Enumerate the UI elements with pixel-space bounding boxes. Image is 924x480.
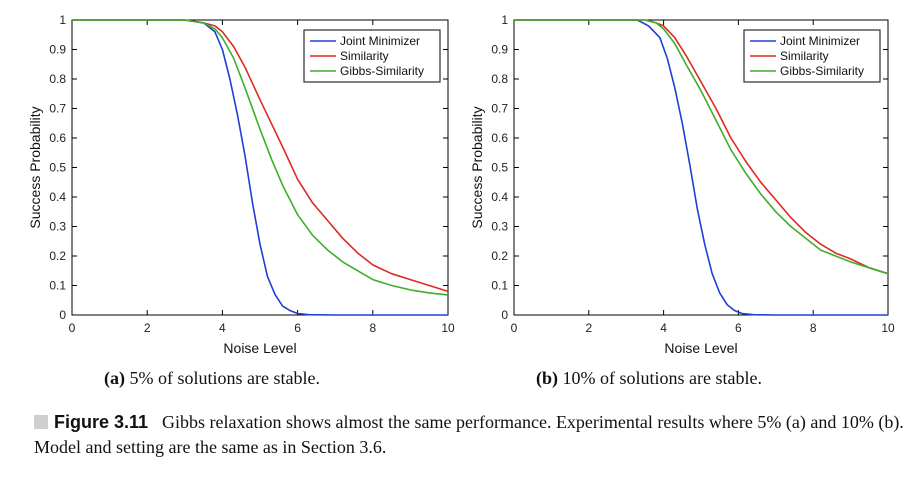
y-tick-label: 0.7 [49,102,66,116]
legend-label-joint-minimizer: Joint Minimizer [780,34,860,48]
series-line-joint-minimizer [72,19,448,316]
legend-label-similarity: Similarity [340,49,389,63]
figure-caption: Figure 3.11 Gibbs relaxation shows almost… [34,410,914,460]
subcaption-b-tag: (b) [536,368,558,388]
legend-label-joint-minimizer: Joint Minimizer [340,34,420,48]
y-tick-label: 0.3 [491,220,508,234]
caption-marker [34,415,48,429]
subcaption-a: (a) 5% of solutions are stable. [104,368,320,389]
y-tick-label: 0.6 [49,131,66,145]
caption-text: Gibbs relaxation shows almost the same p… [34,412,904,457]
y-tick-label: 0.1 [49,279,66,293]
series-line-similarity [72,19,449,293]
chart-panel-b: 0 2 4 6 8 10 0 0.1 0.2 0.3 0.4 0.5 0.6 0.7 0.8 0.9 1 Nois… [469,13,895,356]
x-tick-label: 0 [69,321,76,335]
y-tick-label: 0.4 [491,190,508,204]
x-tick-label: 6 [735,321,742,335]
y-tick-label: 0.4 [49,190,66,204]
subcaption-b: (b) 10% of solutions are stable. [536,368,762,389]
subcaption-a-text: 5% of solutions are stable. [129,368,320,388]
series-line-similarity [514,19,889,275]
legend-label-gibbs-similarity: Gibbs-Similarity [340,64,424,78]
y-tick-label: 0.5 [491,161,508,175]
x-tick-label: 4 [660,321,667,335]
chart-panel-a: 0 2 4 6 8 10 0 0.1 0.2 0.3 0.4 0.5 0.6 0.7 0.8 0.9 1 Nois… [27,13,455,356]
x-tick-label: 8 [810,321,817,335]
y-tick-label: 0.7 [491,102,508,116]
x-tick-label: 10 [881,321,895,335]
y-tick-label: 0.6 [491,131,508,145]
x-axis-label: Noise Level [223,340,296,356]
y-tick-label: 1 [501,13,508,27]
y-tick-label: 0 [59,308,66,322]
series-line-gibbs-similarity [514,19,889,275]
series-line-gibbs-similarity [72,19,449,296]
x-tick-label: 0 [511,321,518,335]
subcaption-b-text: 10% of solutions are stable. [562,368,762,388]
y-axis-label: Success Probability [469,106,485,228]
y-tick-label: 1 [59,13,66,27]
y-tick-label: 0.2 [491,249,508,263]
x-tick-label: 2 [585,321,592,335]
x-tick-label: 4 [219,321,226,335]
y-axis-label: Success Probability [27,106,43,228]
x-tick-label: 6 [294,321,301,335]
x-tick-label: 2 [144,321,151,335]
y-tick-label: 0.8 [49,72,66,86]
figure-charts: 0 2 4 6 8 1000.10.20.30.40.50.60.70.80.91Nois… [27,13,895,356]
y-tick-label: 0.1 [491,279,508,293]
x-tick-label: 8 [369,321,376,335]
y-tick-label: 0.9 [491,43,508,57]
y-tick-label: 0.2 [49,249,66,263]
y-tick-label: 0.8 [491,72,508,86]
subcaption-a-tag: (a) [104,368,125,388]
x-tick-label: 10 [441,321,455,335]
legend-label-similarity: Similarity [780,49,829,63]
y-tick-label: 0.9 [49,43,66,57]
legend: Joint MinimizerSimilarityGibbs-Similarit… [303,29,441,83]
y-tick-label: 0.3 [49,220,66,234]
caption-label: Figure 3.11 [54,412,149,432]
y-tick-label: 0 [501,308,508,322]
series-line-joint-minimizer [514,19,888,316]
legend-label-gibbs-similarity: Gibbs-Similarity [780,64,864,78]
y-tick-label: 0.5 [49,161,66,175]
legend: Joint MinimizerSimilarityGibbs-Similarit… [743,29,881,83]
x-axis-label: Noise Level [664,340,737,356]
